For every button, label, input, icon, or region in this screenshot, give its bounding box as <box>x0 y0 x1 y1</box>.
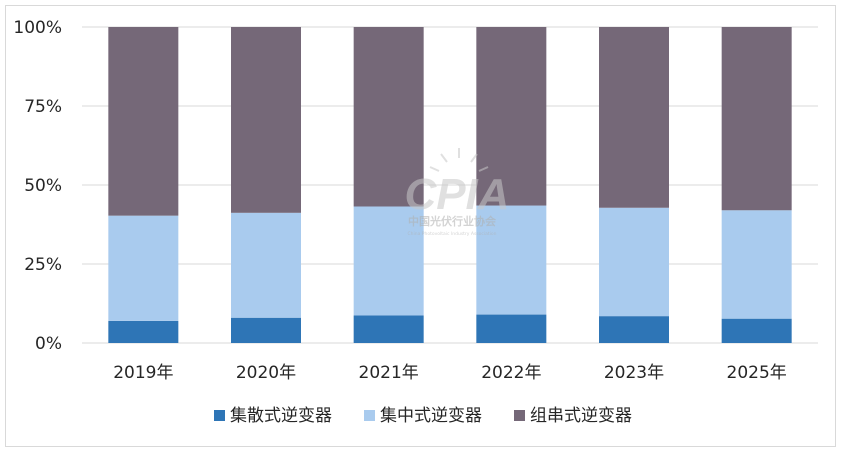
legend-item: 组串式逆变器 <box>514 406 632 426</box>
bar-segment <box>108 320 179 343</box>
bar-segment <box>353 27 424 207</box>
bar-segment <box>476 27 547 206</box>
legend-swatch <box>214 410 225 421</box>
legend: 集散式逆变器 集中式逆变器 组串式逆变器 <box>214 406 632 426</box>
x-tick-label: 2020年 <box>236 363 296 383</box>
bar-segment <box>231 317 301 343</box>
chart-frame: CPIA 中国光伏行业协会 China Photovoltaic Industr… <box>5 5 836 447</box>
x-tick-label: 2025年 <box>727 363 787 383</box>
y-tick-label: 25% <box>24 255 62 275</box>
watermark-logo-text: CPIA <box>404 170 509 219</box>
legend-swatch <box>514 410 525 421</box>
bar-segment <box>231 212 301 318</box>
bar-segment <box>231 27 301 213</box>
stacked-bar-chart: CPIA 中国光伏行业协会 China Photovoltaic Industr… <box>13 18 818 426</box>
legend-label: 集散式逆变器 <box>230 406 332 426</box>
bar-segment <box>721 318 792 343</box>
watermark-org-name-cn: 中国光伏行业协会 <box>408 214 497 228</box>
x-axis-tick-labels: 2019年 2020年 2021年 2022年 2023年 2025年 <box>113 363 787 383</box>
bar-segment <box>353 206 424 316</box>
legend-swatch <box>364 410 375 421</box>
bar-segment <box>353 315 424 343</box>
bar-segment <box>476 314 547 343</box>
y-tick-label: 50% <box>24 176 62 196</box>
bar-segment <box>108 27 179 216</box>
bars-layer <box>108 27 792 343</box>
x-tick-label: 2021年 <box>359 363 419 383</box>
sun-logo-icon <box>429 148 489 172</box>
y-tick-label: 0% <box>35 334 62 354</box>
bar-segment <box>599 27 669 208</box>
x-tick-label: 2019年 <box>113 363 173 383</box>
cpia-watermark: CPIA 中国光伏行业协会 China Photovoltaic Industr… <box>404 148 510 237</box>
y-tick-label: 75% <box>24 97 62 117</box>
x-tick-label: 2023年 <box>604 363 664 383</box>
legend-item: 集散式逆变器 <box>214 406 332 426</box>
watermark-org-name-en: China Photovoltaic Industry Association <box>407 231 496 237</box>
y-tick-label: 100% <box>13 18 62 38</box>
legend-label: 集中式逆变器 <box>380 406 482 426</box>
bar-segment <box>599 207 669 317</box>
bar-segment <box>599 316 669 343</box>
bar-segment <box>108 215 179 321</box>
bar-segment <box>721 27 792 211</box>
legend-label: 组串式逆变器 <box>530 406 632 426</box>
bar-segment <box>476 205 547 315</box>
legend-item: 集中式逆变器 <box>364 406 482 426</box>
y-axis-tick-labels: 0% 25% 50% 75% 100% <box>13 18 62 354</box>
grid-layer <box>82 26 818 344</box>
bar-segment <box>721 210 792 319</box>
x-tick-label: 2022年 <box>481 363 541 383</box>
